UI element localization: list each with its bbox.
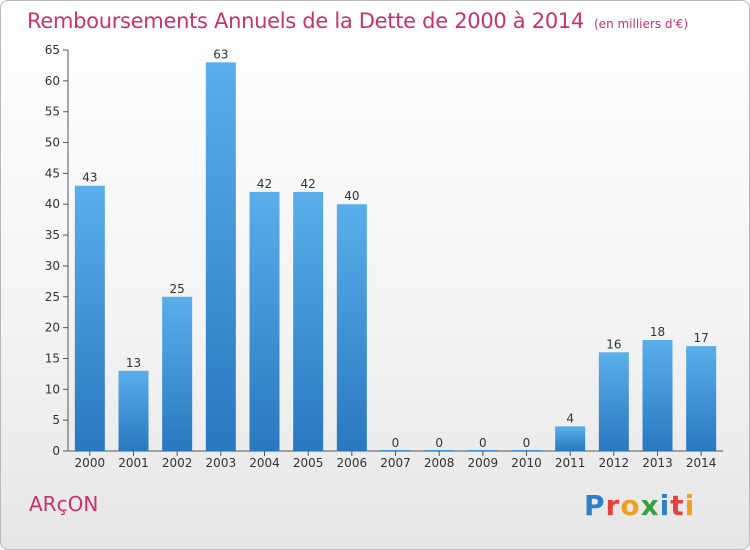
- data-label-2001: 13: [126, 356, 141, 370]
- bar-2002: [162, 296, 193, 451]
- logo-letter: i: [659, 489, 671, 522]
- data-label-2014: 17: [694, 331, 709, 345]
- x-tick-label-2009: 2009: [468, 456, 499, 470]
- y-tick-label: 50: [45, 136, 60, 150]
- x-tick-label-2000: 2000: [75, 456, 106, 470]
- y-axis: 0 5 10 15 20 25 30 35 40 45 50 55 60 65: [45, 43, 69, 458]
- y-tick-label: 40: [45, 197, 60, 211]
- bar-2001: [118, 370, 149, 451]
- y-tick-label: 30: [45, 259, 60, 273]
- bar-2009: [467, 450, 498, 451]
- bar-2007: [380, 450, 411, 451]
- y-tick-label: 55: [45, 105, 60, 119]
- bars: [74, 62, 717, 451]
- data-label-2013: 18: [650, 325, 665, 339]
- bar-2010: [511, 450, 542, 451]
- y-tick-label: 65: [45, 43, 60, 57]
- data-label-2003: 63: [213, 47, 228, 61]
- x-axis: 2000 2001 2002 2003 2004 2005 2006 2007 2008 2009…: [68, 450, 723, 470]
- bar-2004: [249, 191, 280, 451]
- data-label-2005: 42: [301, 177, 316, 191]
- x-tick-label-2002: 2002: [162, 456, 193, 470]
- data-label-2010: 0: [523, 436, 531, 450]
- x-tick-label-2007: 2007: [380, 456, 411, 470]
- chart-title-text: Remboursements Annuels de la Dette de 20…: [27, 9, 584, 33]
- x-tick-label-2004: 2004: [249, 456, 280, 470]
- y-tick-label: 10: [45, 382, 60, 396]
- data-label-2006: 40: [344, 189, 359, 203]
- data-label-2012: 16: [606, 337, 621, 351]
- data-label-2000: 43: [82, 171, 97, 185]
- bar-2012: [598, 352, 629, 451]
- x-tick-label-2014: 2014: [686, 456, 717, 470]
- x-tick-label-2013: 2013: [642, 456, 673, 470]
- chart-subtitle: (en milliers d'€): [594, 17, 689, 31]
- commune-name: ARçON: [29, 492, 99, 516]
- x-tick-label-2003: 2003: [206, 456, 237, 470]
- data-label-2011: 4: [566, 411, 574, 425]
- x-tick-label-2005: 2005: [293, 456, 324, 470]
- bar-2013: [642, 339, 673, 451]
- y-tick-label: 20: [45, 321, 60, 335]
- bar-2003: [205, 62, 236, 451]
- x-tick-label-2001: 2001: [118, 456, 149, 470]
- x-tick-label-2008: 2008: [424, 456, 455, 470]
- proxiti-logo[interactable]: Proxiti: [584, 489, 695, 522]
- y-tick-label: 15: [45, 351, 60, 365]
- x-tick-label-2010: 2010: [511, 456, 542, 470]
- x-tick-label-2011: 2011: [555, 456, 586, 470]
- y-tick-label: 5: [52, 413, 60, 427]
- data-labels: 43 13 25 63 42 42 40 0 0 0 0 4 16 18 17: [82, 47, 709, 450]
- bar-2011: [555, 426, 586, 451]
- logo-letter: x: [640, 489, 660, 522]
- x-tick-label-2006: 2006: [337, 456, 368, 470]
- data-label-2009: 0: [479, 436, 487, 450]
- data-label-2004: 42: [257, 177, 272, 191]
- x-tick-label-2012: 2012: [599, 456, 630, 470]
- y-tick-label: 0: [52, 444, 60, 458]
- logo-letter: o: [620, 489, 641, 522]
- logo-letter: r: [605, 489, 621, 522]
- data-label-2002: 25: [170, 282, 185, 296]
- bar-2005: [293, 191, 324, 451]
- logo-letter: i: [684, 489, 696, 522]
- bar-2008: [424, 450, 455, 451]
- y-tick-label: 60: [45, 74, 60, 88]
- data-label-2007: 0: [392, 436, 400, 450]
- y-tick-label: 45: [45, 166, 60, 180]
- bar-2000: [74, 185, 105, 451]
- logo-letter: t: [670, 489, 685, 522]
- chart-title: Remboursements Annuels de la Dette de 20…: [27, 9, 688, 33]
- y-tick-label: 35: [45, 228, 60, 242]
- bar-2006: [336, 204, 367, 451]
- bar-2014: [686, 346, 717, 451]
- y-tick-label: 25: [45, 290, 60, 304]
- logo-letter: P: [584, 489, 606, 522]
- data-label-2008: 0: [435, 436, 443, 450]
